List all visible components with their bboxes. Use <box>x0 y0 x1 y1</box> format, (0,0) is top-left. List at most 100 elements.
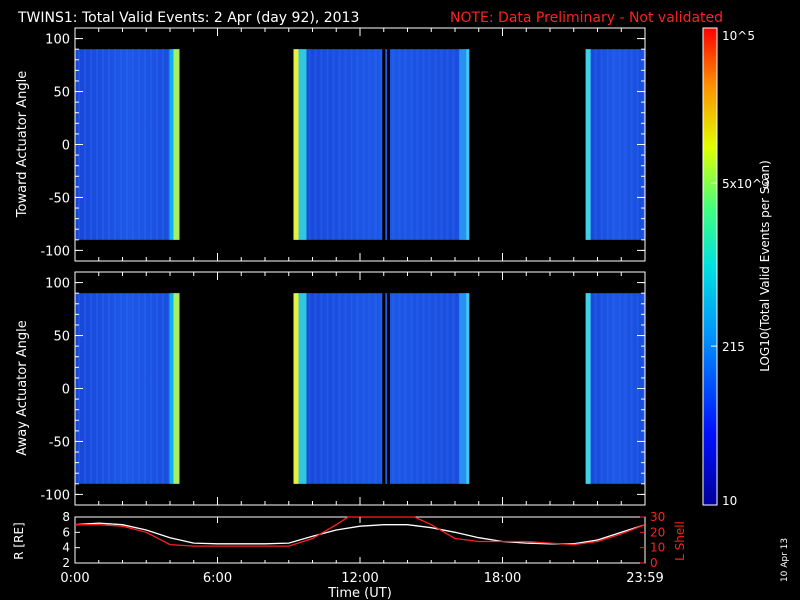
radius-tick-label: 4 <box>62 541 70 555</box>
heatmap-streak <box>314 49 317 240</box>
heatmap-streak <box>96 293 98 484</box>
heatmap-edge-band <box>293 49 299 240</box>
heatmap-edge-band <box>459 293 468 484</box>
heatmap-streak <box>356 49 359 240</box>
ytick-label: 0 <box>62 139 70 154</box>
heatmap-streak <box>156 49 158 240</box>
heatmap-streak <box>416 49 419 240</box>
orbit-panel-frame <box>74 516 646 564</box>
toward-yaxis-ticks: 100 50 0 -50 -100 <box>40 28 646 261</box>
time-tick-label: 23:59 <box>626 571 663 586</box>
heatmap-streak <box>368 49 371 240</box>
heatmap-streak <box>344 293 347 484</box>
lshell-tick-label: 10 <box>650 541 665 555</box>
heatmap-streak <box>398 293 401 484</box>
away-yaxis-label: Away Actuator Angle <box>15 320 30 455</box>
time-tick-label: 12:00 <box>341 571 378 586</box>
colorbar-tick-label: 10^5 <box>722 29 755 43</box>
orbit-lines <box>74 516 646 547</box>
lshell-tick-label: 30 <box>650 510 665 524</box>
ytick-label: 100 <box>45 277 70 292</box>
heatmap-streak <box>308 293 311 484</box>
heatmap-streak <box>96 49 98 240</box>
heatmap-streak <box>320 293 323 484</box>
colorbar-tick-label: 5x10^3 <box>722 177 770 191</box>
heatmap-segment <box>75 293 180 484</box>
heatmap-edge-band <box>466 293 470 484</box>
heatmap-streak <box>630 49 633 240</box>
ytick-label: 50 <box>53 86 70 101</box>
ytick-label: -100 <box>40 488 70 503</box>
heatmap-streak <box>84 49 86 240</box>
heatmap-streak <box>162 49 164 240</box>
heatmap-edge-band <box>169 49 174 240</box>
lshell-tick-label: 20 <box>650 525 665 539</box>
heatmap-streak <box>126 49 128 240</box>
heatmap-streak <box>410 293 413 484</box>
heatmap-streak <box>380 49 383 240</box>
away-yaxis-ticks: 100 50 0 -50 -100 <box>40 272 646 505</box>
heatmap-streak <box>398 49 401 240</box>
heatmap-streak <box>162 293 164 484</box>
heatmap-streak <box>120 293 122 484</box>
heatmap-streak <box>624 49 627 240</box>
heatmap-streak <box>428 49 431 240</box>
heatmap-streak <box>338 293 341 484</box>
heatmap-streak <box>138 293 140 484</box>
heatmap-streak <box>618 293 621 484</box>
heatmap-streak <box>404 49 407 240</box>
heatmap-streak <box>356 293 359 484</box>
heatmap-streak <box>362 293 365 484</box>
heatmap-streak <box>132 49 134 240</box>
colorbar-label: LOG10(Total Valid Events per Scan) <box>758 160 772 372</box>
heatmap-streak <box>132 293 134 484</box>
data-gap <box>387 49 390 240</box>
heatmap-streak <box>84 293 86 484</box>
heatmap-streak <box>308 49 311 240</box>
lshell-line <box>75 516 646 547</box>
heatmap-streak <box>126 293 128 484</box>
ytick-label: -50 <box>49 191 70 206</box>
heatmap-streak <box>144 49 146 240</box>
heatmap-streak <box>416 293 419 484</box>
toward-yaxis-label: Toward Actuator Angle <box>15 71 30 218</box>
heatmap-streak <box>446 293 449 484</box>
radius-tick-label: 2 <box>62 556 70 570</box>
heatmap-streak <box>410 49 413 240</box>
heatmap-streak <box>368 293 371 484</box>
heatmap-streak <box>168 293 170 484</box>
ytick-label: 100 <box>45 33 70 48</box>
heatmap-streak <box>606 293 609 484</box>
heatmap-streak <box>102 293 104 484</box>
heatmap-streak <box>120 49 122 240</box>
heatmap-streak <box>618 49 621 240</box>
ytick-label: 50 <box>53 330 70 345</box>
heatmap-streak <box>594 293 597 484</box>
heatmap-streak <box>452 49 455 240</box>
heatmap-edge-band <box>298 49 307 240</box>
heatmap-streak <box>150 293 152 484</box>
heatmap-streak <box>338 49 341 240</box>
heatmap-streak <box>428 293 431 484</box>
date-stamp: 10 Apr 13 <box>780 538 790 582</box>
heatmap-streak <box>374 49 377 240</box>
away-actuator-panel: 100 50 0 -50 -100 Away Actuator Angle <box>15 271 646 506</box>
heatmap-segment <box>585 293 645 484</box>
heatmap-streak <box>624 293 627 484</box>
heatmap-streak <box>606 49 609 240</box>
heatmap-streak <box>114 49 116 240</box>
time-tick-label: 0:00 <box>60 571 89 586</box>
colorbar-gradient <box>703 28 717 505</box>
lshell-axis-label: L Shell <box>673 521 687 561</box>
heatmap-streak <box>392 293 395 484</box>
heatmap-streak <box>392 49 395 240</box>
colorbar: 10 215 5x10^3 10^5 LOG10(Total Valid Events… <box>702 27 772 508</box>
heatmap-streak <box>90 293 92 484</box>
heatmap-streak <box>150 49 152 240</box>
heatmap-streak <box>362 49 365 240</box>
heatmap-edge-band <box>173 293 180 484</box>
radius-tick-label: 8 <box>62 510 70 524</box>
